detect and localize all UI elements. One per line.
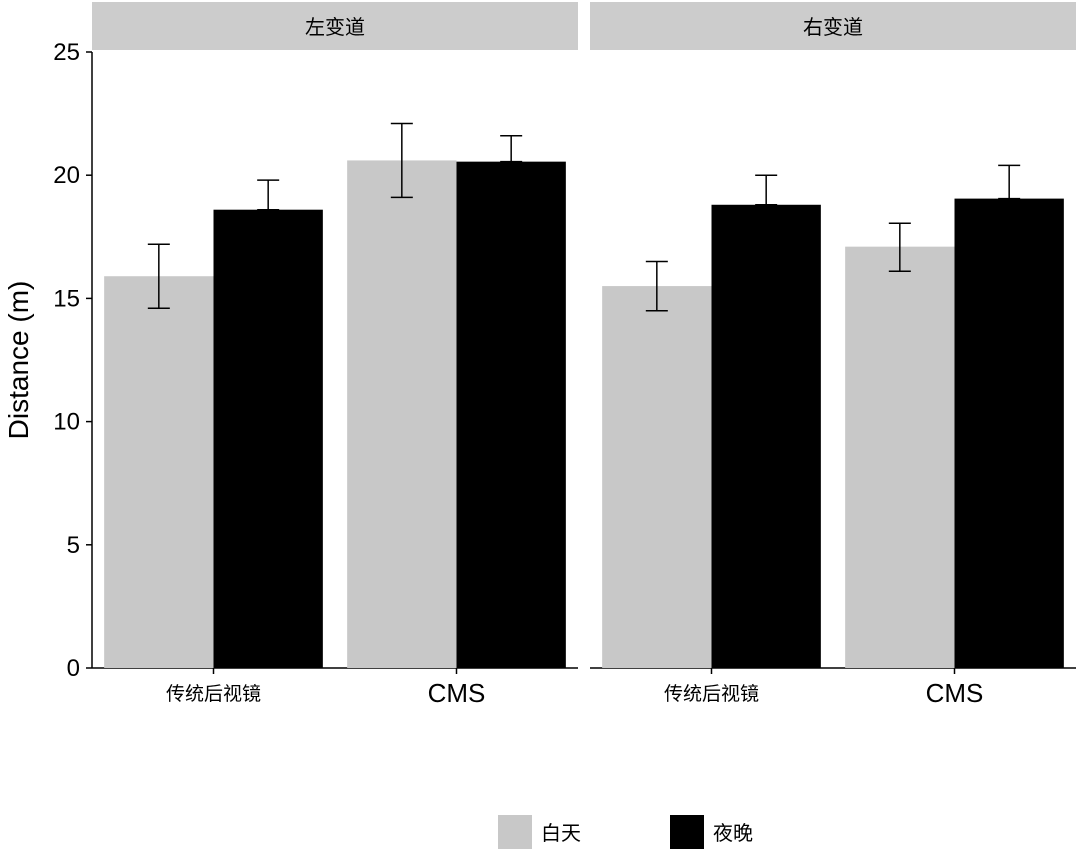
bar bbox=[954, 198, 1064, 668]
x-tick-label: 传统后视镜 bbox=[664, 683, 759, 705]
x-tick-label: CMS bbox=[428, 678, 486, 708]
facet-strip-label: 右变道 bbox=[803, 15, 863, 39]
bar bbox=[602, 286, 712, 668]
y-tick-label: 10 bbox=[53, 409, 80, 436]
y-axis: 0 5 10 15 20 25 bbox=[53, 39, 93, 682]
bar bbox=[845, 246, 955, 668]
legend-swatch bbox=[670, 815, 704, 849]
legend-label: 白天 bbox=[541, 821, 581, 845]
bar bbox=[456, 161, 566, 668]
legend: 白天 夜晚 bbox=[498, 815, 753, 849]
legend-swatch bbox=[498, 815, 532, 849]
y-tick-label: 15 bbox=[53, 285, 80, 312]
x-tick-label: CMS bbox=[926, 678, 984, 708]
facet-strip-label: 左变道 bbox=[305, 15, 365, 39]
bar bbox=[711, 204, 821, 668]
y-tick-label: 0 bbox=[67, 655, 80, 682]
bar bbox=[213, 209, 323, 669]
y-tick-label: 5 bbox=[67, 532, 80, 559]
y-axis-label: Distance (m) bbox=[3, 281, 34, 440]
bar bbox=[104, 276, 214, 668]
facet-strip bbox=[590, 2, 1076, 50]
legend-label: 夜晚 bbox=[713, 821, 753, 845]
y-tick-label: 20 bbox=[53, 162, 80, 189]
facet-strip bbox=[92, 2, 578, 50]
y-tick-label: 25 bbox=[53, 39, 80, 66]
x-tick-label: 传统后视镜 bbox=[166, 683, 261, 705]
bar bbox=[347, 160, 457, 668]
